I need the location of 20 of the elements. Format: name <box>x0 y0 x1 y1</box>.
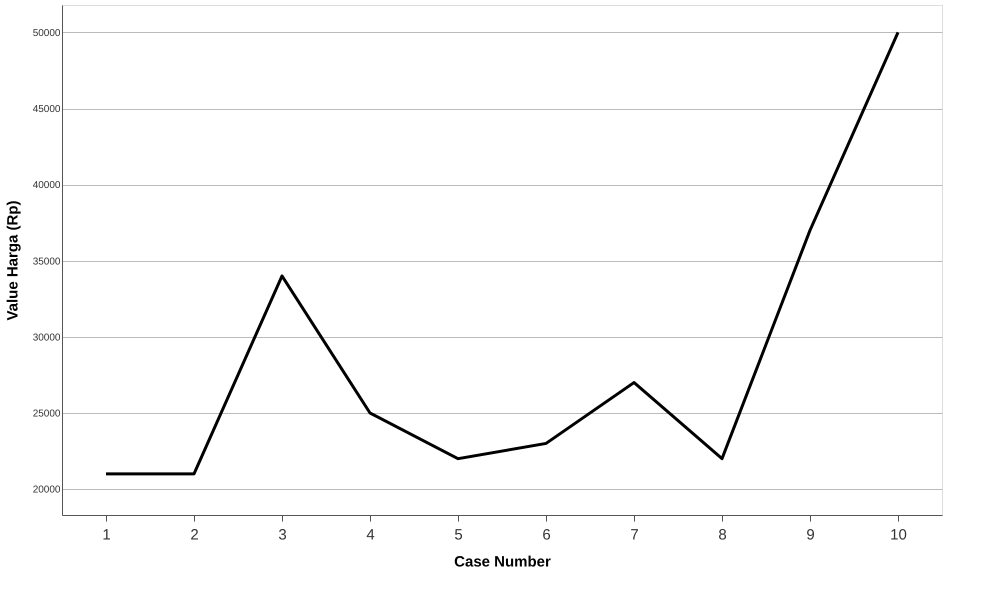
line-series <box>104 30 900 476</box>
y-tick-label: 40000 <box>32 180 61 192</box>
x-tick-label: 10 <box>890 526 907 544</box>
x-tick-label: 9 <box>806 526 815 544</box>
x-tick-label: 7 <box>630 526 639 544</box>
x-tick-label: 6 <box>542 526 551 544</box>
y-tick-label: 25000 <box>32 408 61 420</box>
y-tick-label: 35000 <box>32 256 61 268</box>
x-tick-label: 3 <box>278 526 287 544</box>
y-tick-label: 30000 <box>32 332 61 344</box>
y-tick-label: 20000 <box>32 484 61 496</box>
x-tick-label: 4 <box>366 526 375 544</box>
x-tick-label: 8 <box>718 526 727 544</box>
y-axis-title: Value Harga (Rp) <box>4 200 22 321</box>
y-tick-label: 50000 <box>32 28 61 39</box>
y-tick-label: 45000 <box>32 104 61 116</box>
x-tick-label: 1 <box>102 526 111 544</box>
x-axis-title: Case Number <box>454 554 552 570</box>
x-tick-label: 5 <box>454 526 463 544</box>
x-tick-label: 2 <box>190 526 199 544</box>
